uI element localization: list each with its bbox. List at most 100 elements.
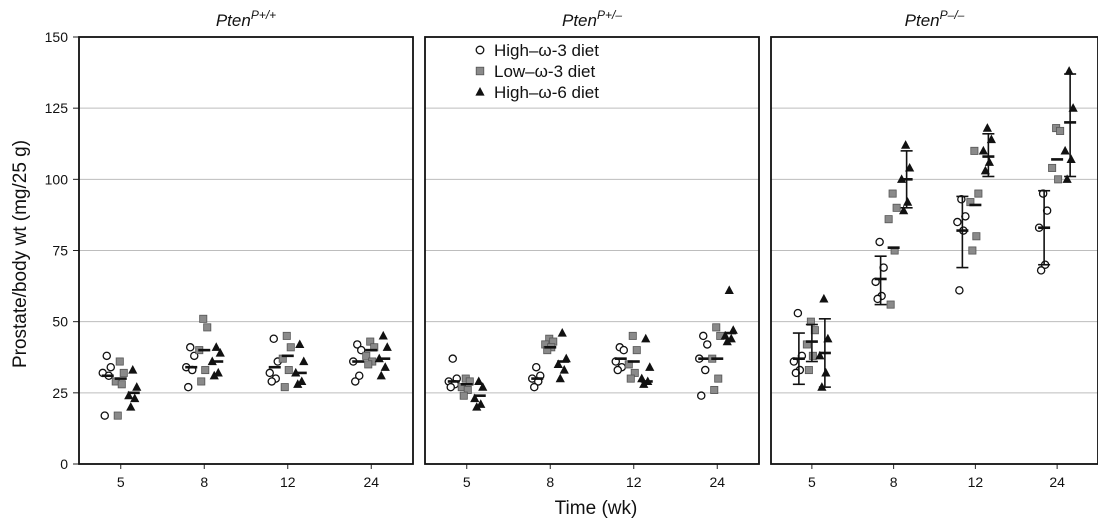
panel-title-superscript: P–/–	[940, 8, 965, 22]
point-low-omega3	[117, 380, 126, 389]
point-high-omega6	[132, 382, 142, 391]
point-high-omega6	[215, 347, 225, 357]
panel-frame	[770, 36, 1098, 465]
point-high-omega6	[472, 402, 482, 411]
point-low-omega3	[459, 391, 468, 400]
x-tick-label: 5	[463, 474, 471, 490]
point-low-omega3	[970, 146, 979, 155]
x-tick-label: 24	[1049, 474, 1065, 490]
panel-title-base: Pten	[216, 11, 251, 30]
point-high-omega6	[382, 342, 392, 351]
point-low-omega3	[1054, 175, 1063, 184]
point-high-omega3	[701, 365, 710, 375]
point-low-omega3	[710, 385, 719, 394]
point-high-omega3	[697, 391, 706, 400]
panel-title: PtenP+/–	[562, 8, 622, 30]
panel-title-superscript: P+/–	[597, 8, 622, 22]
x-tick-label: 5	[117, 474, 125, 490]
point-low-omega3	[364, 360, 373, 369]
panel-title-base: Pten	[562, 11, 597, 30]
point-high-omega6	[1064, 66, 1074, 75]
point-low-omega3	[968, 246, 977, 255]
point-high-omega3	[953, 217, 962, 227]
point-high-omega6	[376, 370, 386, 380]
point-high-omega6	[555, 373, 565, 383]
point-low-omega3	[286, 343, 295, 352]
point-high-omega6	[474, 376, 484, 386]
point-high-omega3	[100, 411, 110, 420]
point-high-omega6	[819, 293, 829, 303]
point-high-omega3	[613, 365, 623, 375]
point-low-omega3	[201, 366, 210, 375]
point-high-omega3	[530, 382, 539, 392]
x-tick-label: 12	[626, 474, 642, 490]
x-tick-label: 24	[363, 474, 379, 490]
point-low-omega3	[197, 377, 206, 386]
legend-label: Low–ω-3 diet	[494, 62, 595, 81]
point-high-omega6	[728, 325, 738, 334]
point-low-omega3	[115, 357, 124, 366]
legend-marker-circle	[475, 45, 485, 55]
x-tick-label: 12	[968, 474, 984, 490]
point-high-omega6	[645, 362, 655, 371]
point-high-omega6	[553, 359, 563, 368]
point-low-omega3	[203, 323, 212, 332]
point-low-omega3	[972, 232, 981, 241]
legend: High–ω-3 diet Low–ω-3 diet High–ω-6 diet	[475, 41, 599, 102]
point-low-omega3	[362, 351, 371, 360]
y-tick-label: 125	[45, 100, 69, 116]
x-tick-label: 8	[890, 474, 898, 490]
point-high-omega6	[299, 356, 309, 366]
point-high-omega3	[793, 308, 803, 318]
y-axis-label: Prostate/body wt (mg/25 g)	[10, 140, 31, 368]
point-high-omega6	[815, 350, 825, 360]
point-high-omega3	[269, 334, 278, 343]
point-high-omega6	[1066, 154, 1076, 164]
point-low-omega3	[284, 366, 293, 375]
point-high-omega3	[350, 377, 360, 386]
markers	[789, 66, 1078, 391]
panel-1: PtenP+/+ 5 8 12 24	[78, 8, 414, 490]
point-high-omega6	[901, 140, 911, 149]
point-high-omega6	[378, 330, 388, 340]
point-low-omega3	[712, 323, 721, 332]
x-tick-label: 8	[200, 474, 208, 490]
point-high-omega3	[955, 286, 964, 295]
point-high-omega6	[984, 157, 994, 166]
point-low-omega3	[1056, 126, 1065, 135]
point-high-omega6	[128, 365, 138, 374]
point-high-omega3	[102, 351, 112, 361]
y-tick-label: 0	[60, 456, 68, 472]
point-high-omega6	[903, 197, 913, 206]
point-high-omega6	[724, 285, 734, 294]
panel-frame	[78, 36, 414, 465]
point-high-omega6	[557, 328, 567, 337]
point-high-omega3	[703, 340, 712, 349]
point-high-omega3	[354, 371, 364, 381]
point-high-omega6	[982, 123, 992, 132]
point-high-omega3	[1036, 266, 1046, 275]
point-high-omega6	[211, 342, 221, 351]
x-tick-label: 12	[280, 474, 296, 490]
point-high-omega6	[295, 339, 305, 349]
x-axis-label: Time (wk)	[555, 498, 638, 519]
point-low-omega3	[628, 331, 637, 340]
point-high-omega3	[352, 340, 362, 349]
panel-frame	[424, 36, 760, 465]
point-low-omega3	[119, 368, 128, 377]
point-high-omega3	[185, 343, 195, 352]
point-low-omega3	[714, 374, 723, 383]
point-low-omega3	[1048, 163, 1057, 172]
point-low-omega3	[626, 374, 635, 383]
point-high-omega6	[209, 370, 219, 380]
point-low-omega3	[884, 215, 893, 224]
point-high-omega3	[267, 377, 276, 386]
point-high-omega3	[106, 362, 116, 372]
point-high-omega6	[126, 402, 136, 411]
point-low-omega3	[888, 189, 897, 198]
legend-marker-square	[475, 66, 485, 76]
markers	[98, 314, 392, 420]
point-high-omega6	[641, 333, 651, 343]
point-high-omega3	[448, 354, 457, 363]
